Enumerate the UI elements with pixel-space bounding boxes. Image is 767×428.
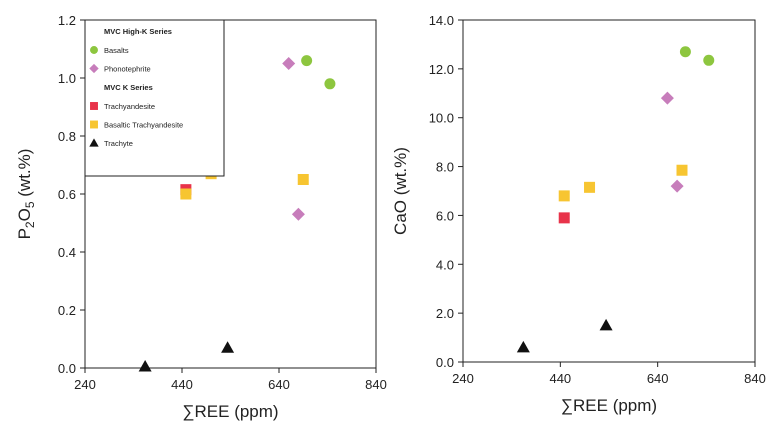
data-point-basalts <box>679 46 691 58</box>
legend-marker-trachyandesite <box>90 102 98 110</box>
x-axis-label-symbol: ∑ <box>182 402 194 421</box>
legend-box <box>84 19 225 177</box>
legend-marker-phonotephrite <box>89 63 99 74</box>
legend-marker <box>89 63 99 74</box>
data-point-phonotephrite <box>670 179 684 193</box>
x-axis-label: ∑REE (ppm) <box>182 402 278 421</box>
y-tick-label: 4.0 <box>436 257 454 272</box>
legend-entry-label: Basalts <box>104 46 129 55</box>
data-point-trachyte <box>599 318 613 331</box>
data-point-basalts <box>324 78 336 90</box>
data-point-trachyandesite <box>558 212 570 224</box>
legend-entry-label: Trachyte <box>104 139 133 148</box>
y-tick-label: 0.2 <box>58 303 76 318</box>
y-axis-label: P2O5 (wt.%) <box>15 149 37 240</box>
y-axis-label-main: CaO <box>391 200 410 235</box>
legend-entry-label: Basaltic Trachyandesite <box>104 121 183 130</box>
x-axis-label-text: REE (ppm) <box>573 396 657 415</box>
legend-marker <box>90 102 98 110</box>
x-tick-label: 440 <box>549 371 571 386</box>
y-tick-label: 0.4 <box>58 245 76 260</box>
legend-marker-basaltic_trachyandesite <box>90 120 98 129</box>
legend-marker-trachyte <box>89 138 99 147</box>
y-tick-label: 2.0 <box>436 306 454 321</box>
x-tick-label: 840 <box>744 371 766 386</box>
x-tick-label: 640 <box>647 371 669 386</box>
chart-panel-2: 240 440 640 840 0.0 2.0 4.0 6.0 8.0 10.0 12.0 14.0 ∑… <box>391 13 766 415</box>
data-point-basalts <box>703 54 715 66</box>
x-tick-label: 240 <box>452 371 474 386</box>
y-tick-label: 1.2 <box>58 13 76 28</box>
y-tick-label: 0.6 <box>58 187 76 202</box>
legend-marker <box>89 138 99 147</box>
y-tick-label: 10.0 <box>429 111 454 126</box>
x-axis-label-symbol: ∑ <box>561 396 573 415</box>
data-point-basalts <box>301 55 313 67</box>
data-point-phonotephrite <box>282 57 296 70</box>
data-point-basaltic_trachyandesite <box>584 181 596 193</box>
data-point-basaltic_trachyandesite <box>558 190 570 202</box>
x-tick-label: 440 <box>171 377 193 392</box>
data-point-phonotephrite <box>660 91 674 105</box>
y-tick-label: 0.0 <box>436 355 454 370</box>
legend-group-header: MVC K Series <box>104 83 153 92</box>
legend-entry-label: Phonotephrite <box>104 65 151 74</box>
data-point-trachyte <box>138 360 152 372</box>
legend-entry-label: Trachyandesite <box>104 102 155 111</box>
y-axis-label-unit: (wt.%) <box>15 149 34 202</box>
chart-panel-1: 240 440 640 840 0.0 0.2 0.4 0.6 0.8 1.0 1.2 ∑REE (p… <box>15 13 387 421</box>
y-axis-label-subscript: 5 <box>23 201 37 208</box>
y-tick-label: 0.8 <box>58 129 76 144</box>
x-tick-label: 240 <box>74 377 96 392</box>
y-axis-label: CaO (wt.%) <box>391 147 410 235</box>
data-point-basaltic_trachyandesite <box>676 164 688 176</box>
x-axis-label: ∑REE (ppm) <box>561 396 657 415</box>
legend-marker <box>90 120 98 129</box>
y-tick-label: 8.0 <box>436 160 454 175</box>
data-point-phonotephrite <box>291 207 305 221</box>
y-tick-label: 1.0 <box>58 71 76 86</box>
y-axis-label-main: O <box>15 208 34 221</box>
legend: MVC High-K Series Basalts Phonotephrite MVC… <box>84 19 225 177</box>
y-tick-label: 6.0 <box>436 208 454 223</box>
legend-marker <box>90 46 98 54</box>
y-tick-label: 14.0 <box>429 13 454 28</box>
y-tick-label: 0.0 <box>58 361 76 376</box>
legend-group-header: MVC High-K Series <box>104 27 172 36</box>
x-tick-label: 640 <box>268 377 290 392</box>
y-axis-label-main: P <box>15 228 34 239</box>
data-point-basaltic_trachyandesite <box>180 188 192 200</box>
y-axis-label-unit: (wt.%) <box>391 147 410 200</box>
x-axis-label-text: REE (ppm) <box>195 402 279 421</box>
x-tick-label: 840 <box>365 377 387 392</box>
y-tick-label: 12.0 <box>429 62 454 77</box>
y-axis-label-subscript: 2 <box>23 221 37 228</box>
data-point-basaltic_trachyandesite <box>297 174 309 185</box>
data-point-trachyte <box>221 341 235 353</box>
legend-marker-basalts <box>90 46 98 54</box>
data-point-trachyte <box>516 340 530 353</box>
plot-frame <box>462 19 756 363</box>
